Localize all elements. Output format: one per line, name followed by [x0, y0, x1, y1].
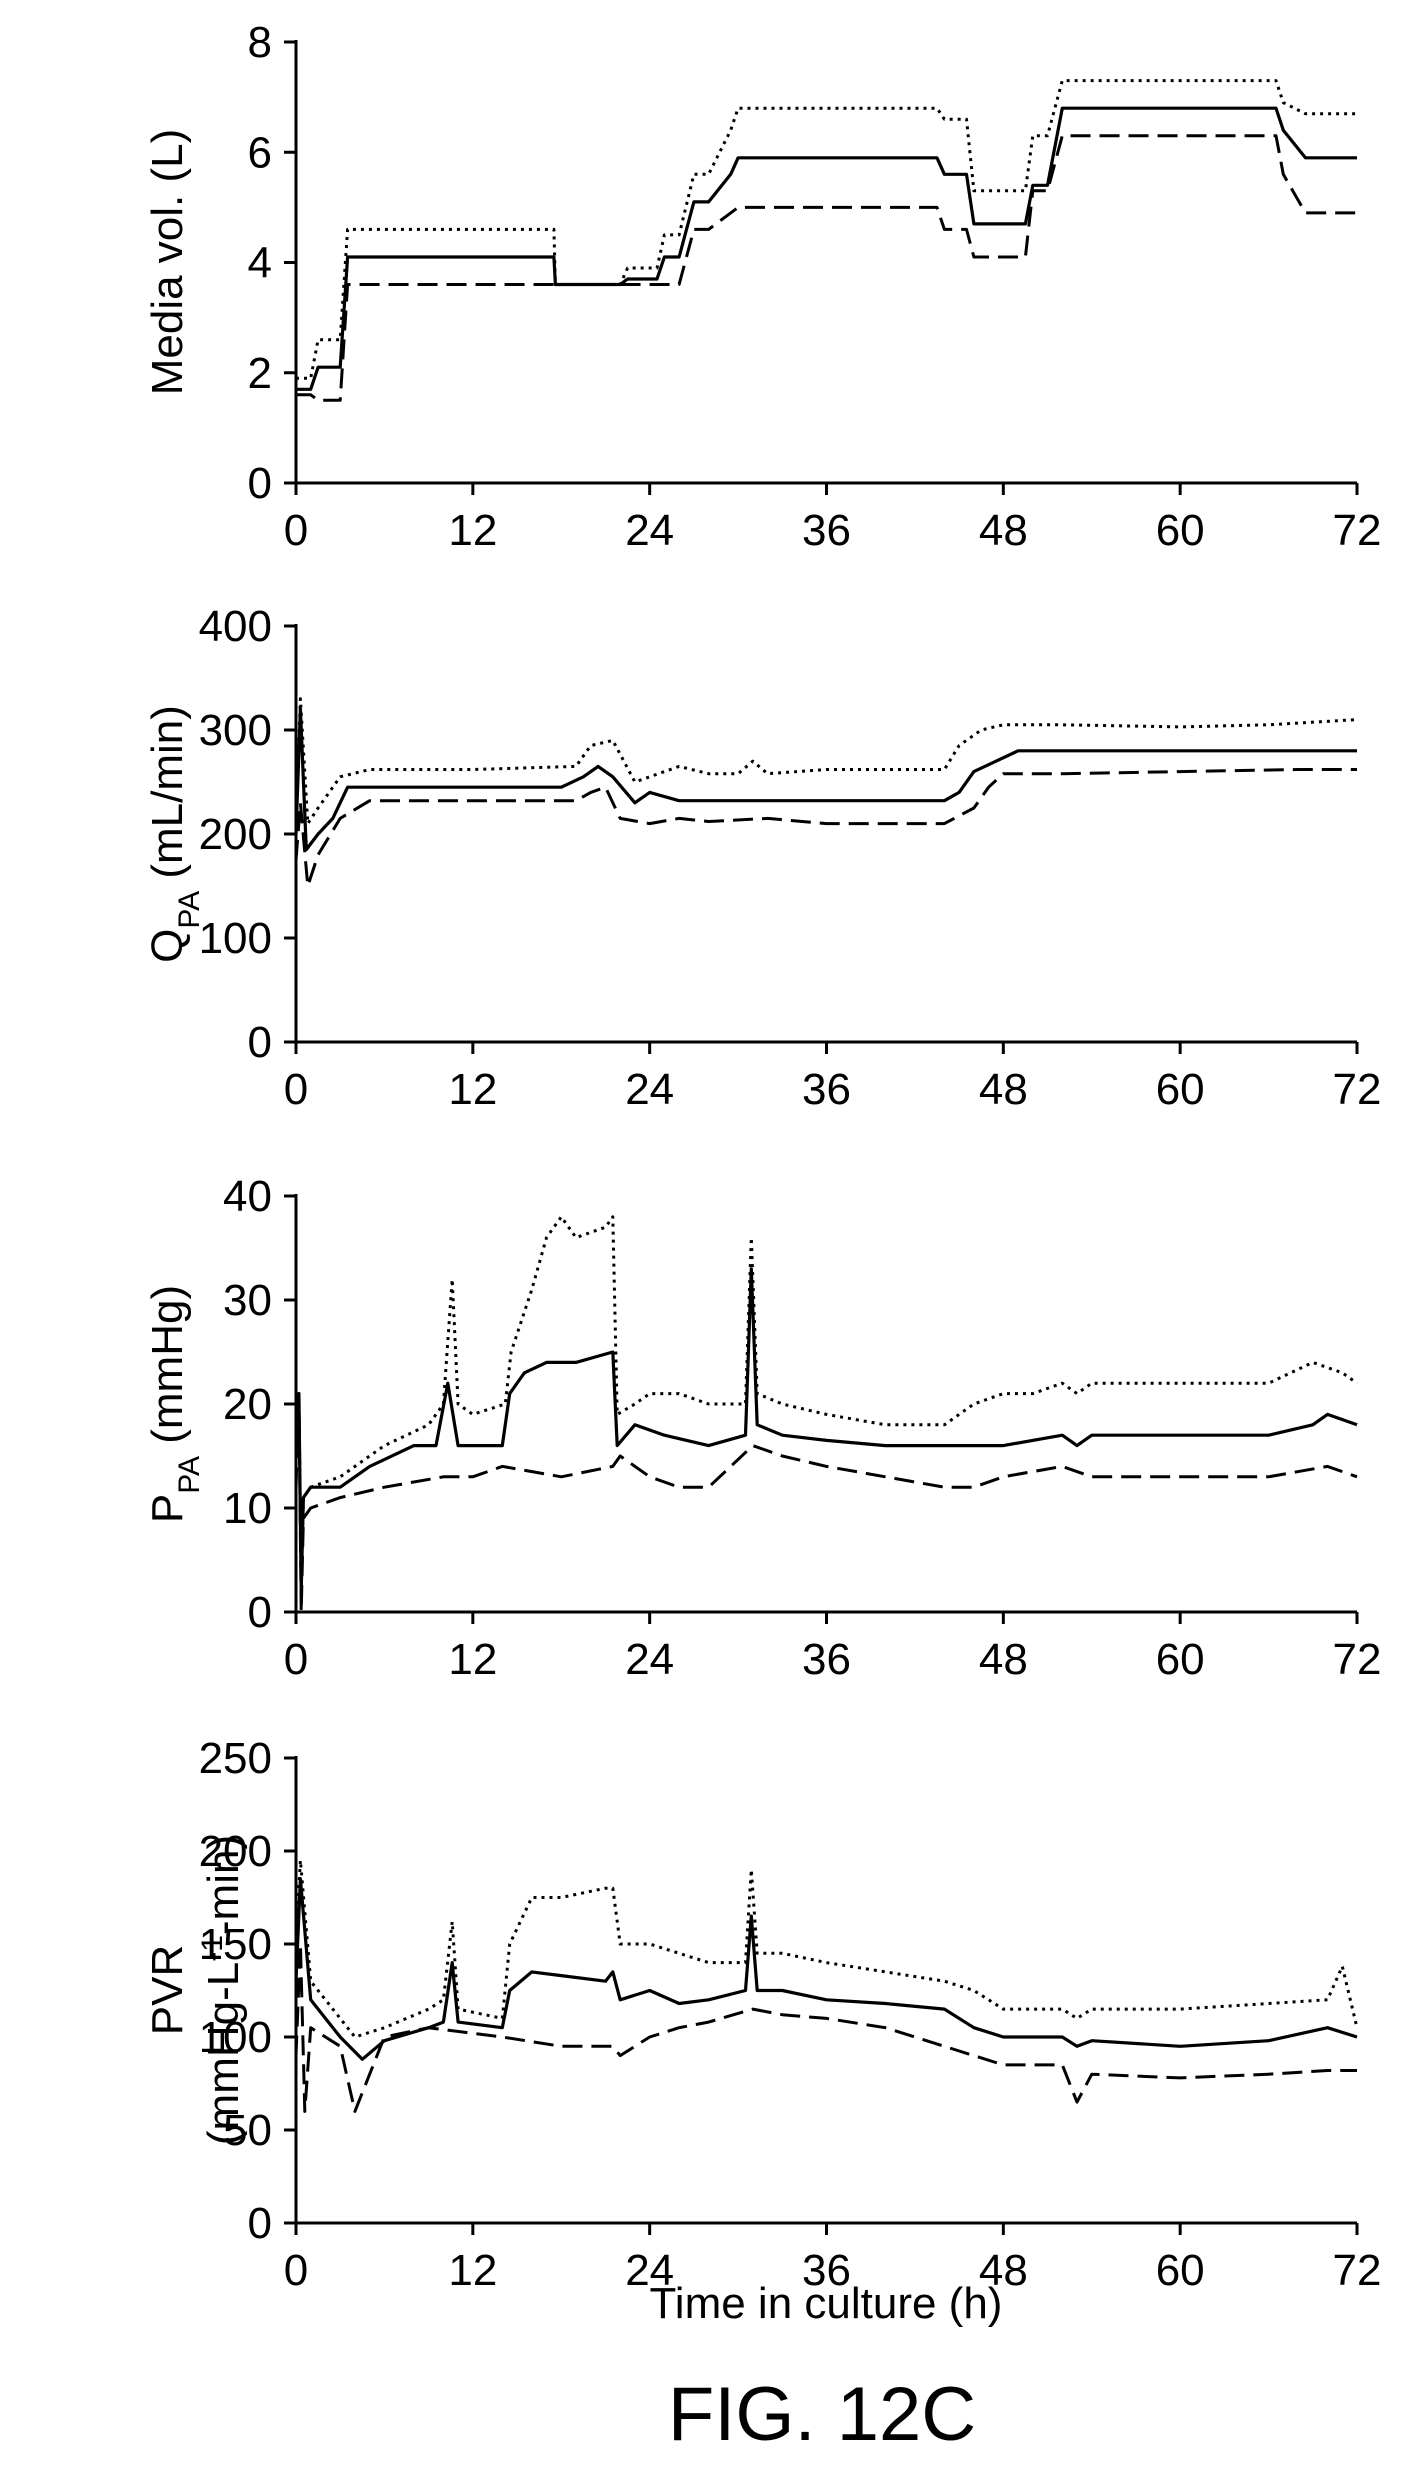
- pvr-y-tick-label: 0: [248, 2199, 272, 2248]
- pvr-y-label-l2-rest: -min): [199, 1835, 248, 1935]
- pvr-x-tick-label: 0: [284, 2246, 308, 2295]
- qpa-y-tick-label: 0: [248, 1018, 272, 1067]
- ppa-x-tick-label: 72: [1333, 1635, 1382, 1684]
- ppa-y-label-main: P: [143, 1494, 192, 1523]
- x-axis-title: Time in culture (h): [650, 2279, 1003, 2328]
- qpa-y-tick-label: 300: [199, 706, 272, 755]
- media-y-tick-label: 4: [248, 239, 272, 288]
- qpa-x-tick-label: 72: [1333, 1065, 1382, 1114]
- qpa-flow-chart: 0 100 200 300 400 0 12 24 36 48 60 72 QPA (mL/min): [143, 602, 1381, 1114]
- pvr-y-label-l2-main: (mmHg-L: [199, 1962, 248, 2145]
- pvr-series-dotted-line: [294, 1858, 1359, 2039]
- qpa-flow-y-axis-label: QPA (mL/min): [143, 705, 206, 963]
- ppa-series-solid-line: [294, 1267, 1358, 1593]
- pvr-y-label-l2-sup: -1: [196, 1935, 229, 1962]
- ppa-x-tick-label: 48: [979, 1635, 1028, 1684]
- qpa-x-tick-label: 48: [979, 1065, 1028, 1114]
- ppa-x-tick-label: 24: [625, 1635, 674, 1684]
- qpa-flow-axes: 0 100 200 300 400 0 12 24 36 48 60 72: [199, 602, 1382, 1114]
- ppa-pressure-series: [294, 1215, 1358, 1614]
- pvr-resistance-series: [294, 1858, 1359, 2113]
- media-y-tick-label: 6: [248, 128, 272, 177]
- ppa-pressure-y-axis-label: PPA (mmHg): [143, 1285, 206, 1523]
- pvr-y-tick-label: 100: [199, 2013, 272, 2062]
- pvr-y-axis-label-line2: (mmHg-L-1-min): [196, 1835, 249, 2145]
- media-series-solid-line: [296, 106, 1357, 391]
- ppa-y-label-rest: (mmHg): [143, 1285, 192, 1456]
- qpa-y-tick-label: 100: [199, 914, 272, 963]
- ppa-y-tick-label: 10: [223, 1484, 272, 1533]
- ppa-series-dotted-line: [294, 1215, 1358, 1583]
- qpa-y-tick-label: 200: [199, 810, 272, 859]
- qpa-y-label-sub: PA: [173, 891, 206, 929]
- ppa-x-tick-label: 12: [448, 1635, 497, 1684]
- ppa-y-tick-label: 30: [223, 1276, 272, 1325]
- media-volume-series: [296, 79, 1357, 402]
- pvr-series-dashed-line: [294, 1942, 1357, 2113]
- media-x-tick-label: 48: [979, 506, 1028, 555]
- qpa-x-tick-label: 12: [448, 1065, 497, 1114]
- pvr-x-tick-label: 36: [802, 2246, 851, 2295]
- media-x-tick-label: 36: [802, 506, 851, 555]
- qpa-x-tick-label: 60: [1156, 1065, 1205, 1114]
- pvr-y-tick-label: 250: [199, 1734, 272, 1783]
- ppa-pressure-chart: 0 10 20 30 40 0 12 24 36 48 60 72 PPA (mmHg): [143, 1172, 1381, 1684]
- pvr-resistance-axes: 0 50 100 150 200 250 0 12 24 36 48 60 72: [199, 1734, 1382, 2295]
- figure-caption: FIG. 12C: [668, 2372, 976, 2457]
- media-x-tick-label: 72: [1333, 506, 1382, 555]
- ppa-series-dashed-line: [294, 1392, 1358, 1614]
- qpa-x-tick-label: 24: [625, 1065, 674, 1114]
- pvr-x-tick-label: 60: [1156, 2246, 1205, 2295]
- qpa-series-dashed-line: [294, 768, 1357, 888]
- qpa-series-dotted-line: [294, 697, 1358, 829]
- media-series-dashed-line: [296, 134, 1357, 402]
- pvr-resistance-chart: 0 50 100 150 200 250 0 12 24 36 48 60 72 PVR (mmHg-L…: [143, 1734, 1381, 2295]
- ppa-x-tick-label: 0: [284, 1635, 308, 1684]
- media-series-dotted-line: [296, 79, 1357, 380]
- ppa-y-tick-label: 20: [223, 1380, 272, 1429]
- media-x-tick-label: 12: [448, 506, 497, 555]
- pvr-y-tick-label: 50: [223, 2106, 272, 2155]
- qpa-series-solid-line: [294, 707, 1357, 852]
- ppa-y-tick-label: 0: [248, 1588, 272, 1637]
- media-x-tick-label: 0: [284, 506, 308, 555]
- pvr-y-tick-label: 200: [199, 1827, 272, 1876]
- ppa-y-label-sub: PA: [173, 1456, 206, 1494]
- media-y-tick-label: 2: [248, 349, 272, 398]
- qpa-flow-series: [294, 697, 1358, 888]
- qpa-y-label-rest: (mL/min): [143, 705, 192, 891]
- media-y-tick-label: 8: [248, 18, 272, 67]
- pvr-x-tick-label: 72: [1333, 2246, 1382, 2295]
- media-x-tick-label: 60: [1156, 506, 1205, 555]
- qpa-x-tick-label: 36: [802, 1065, 851, 1114]
- qpa-y-label-main: Q: [143, 929, 192, 963]
- media-x-tick-label: 24: [625, 506, 674, 555]
- pvr-x-tick-label: 12: [448, 2246, 497, 2295]
- pvr-y-tick-label: 150: [199, 1920, 272, 1969]
- media-volume-y-axis-label: Media vol. (L): [143, 129, 192, 396]
- media-y-tick-label: 0: [248, 459, 272, 508]
- qpa-y-tick-label: 400: [199, 602, 272, 651]
- pvr-x-tick-label: 24: [625, 2246, 674, 2295]
- ppa-x-tick-label: 36: [802, 1635, 851, 1684]
- ppa-y-tick-label: 40: [223, 1172, 272, 1221]
- ppa-pressure-axes: 0 10 20 30 40 0 12 24 36 48 60 72: [223, 1172, 1381, 1684]
- pvr-y-axis-label-line1: PVR: [143, 1945, 192, 2035]
- ppa-x-tick-label: 60: [1156, 1635, 1205, 1684]
- qpa-x-tick-label: 0: [284, 1065, 308, 1114]
- pvr-x-tick-label: 48: [979, 2246, 1028, 2295]
